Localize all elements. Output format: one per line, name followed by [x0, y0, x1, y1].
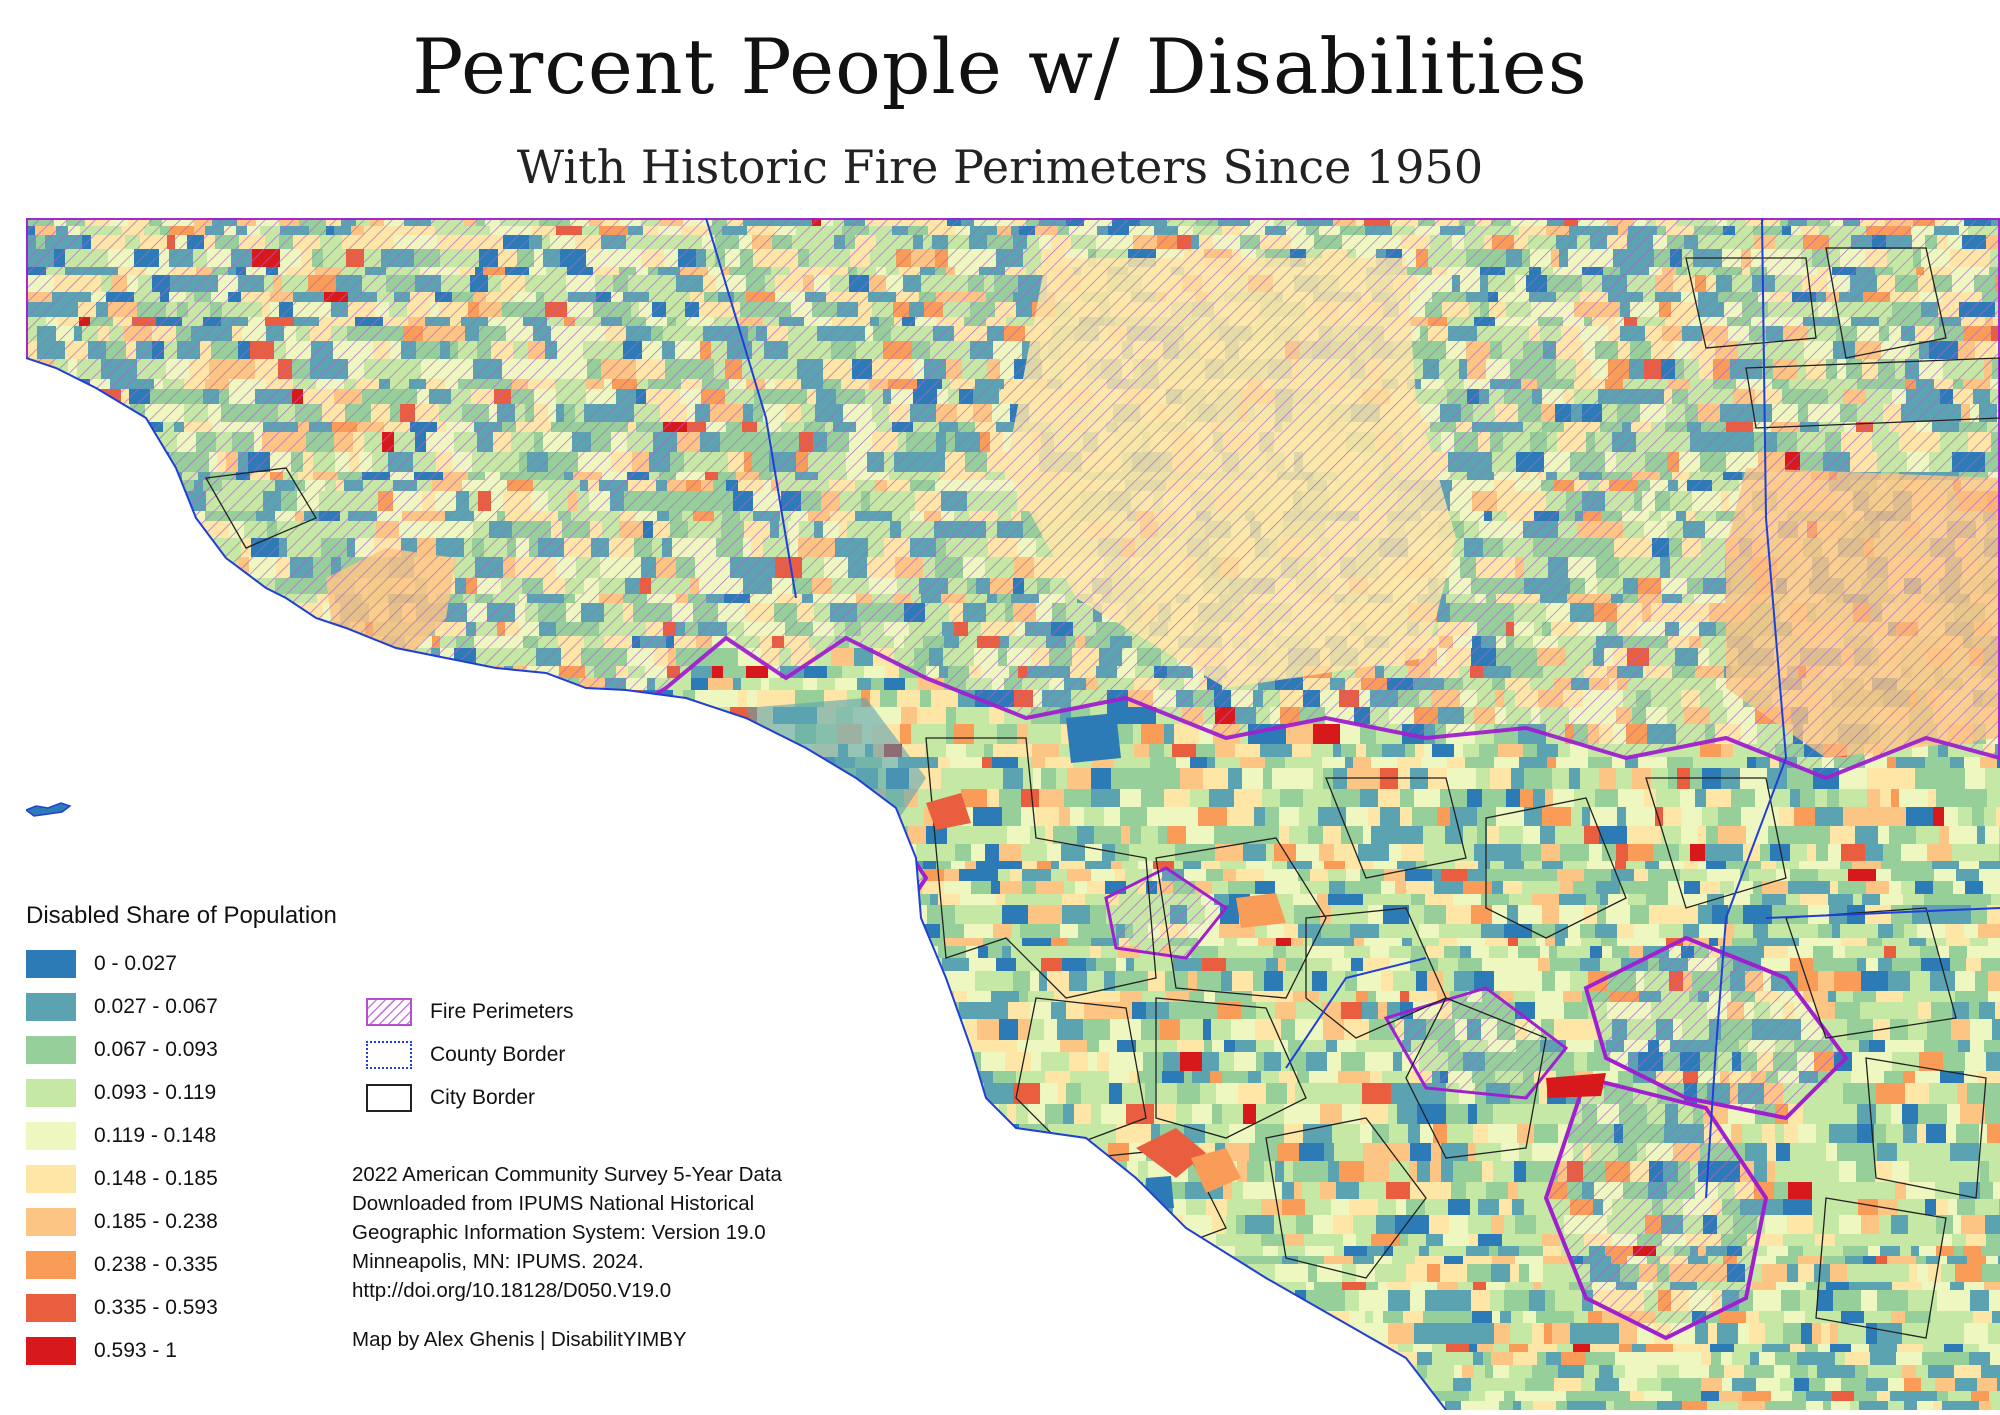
- legend-swatch: [26, 949, 76, 978]
- island: [26, 802, 72, 817]
- legend-row: 0.185 - 0.238: [26, 1200, 218, 1243]
- map-subtitle: With Historic Fire Perimeters Since 1950: [516, 140, 1484, 194]
- legend-swatch: [26, 1293, 76, 1322]
- county-border-label: County Border: [430, 1042, 566, 1066]
- legend-swatch: [26, 1207, 76, 1236]
- city-border-label: City Border: [430, 1085, 536, 1109]
- legend-row: 0.027 - 0.067: [26, 985, 218, 1028]
- legend-swatch: [26, 1078, 76, 1107]
- source-line: Geographic Information System: Version 1…: [352, 1221, 766, 1244]
- legend-label: 0.148 - 0.185: [94, 1166, 218, 1190]
- legend-row: 0.238 - 0.335: [26, 1243, 218, 1286]
- legend-row: 0.593 - 1: [26, 1329, 218, 1372]
- legend-row: 0.119 - 0.148: [26, 1114, 218, 1157]
- legend-label: 0.593 - 1: [94, 1338, 177, 1362]
- source-line: Minneapolis, MN: IPUMS. 2024.: [352, 1250, 644, 1273]
- city-border-swatch: [366, 1083, 412, 1112]
- coastline: [26, 357, 1447, 1410]
- legend-row-city: City Border: [366, 1076, 574, 1119]
- map-title: Percent People w/ Disabilities: [412, 22, 1588, 111]
- county-border-swatch: [366, 1040, 412, 1069]
- legend-label: 0.238 - 0.335: [94, 1252, 218, 1276]
- source-line: http://doi.org/10.18128/D050.V19.0: [352, 1279, 672, 1302]
- legend-label: 0.093 - 0.119: [94, 1080, 217, 1104]
- fire-perimeter-label: Fire Perimeters: [430, 999, 574, 1023]
- legend-label: 0.119 - 0.148: [94, 1123, 217, 1147]
- legend-swatch: [26, 1035, 76, 1064]
- legend-row: 0.335 - 0.593: [26, 1286, 218, 1329]
- legend-swatch: [26, 1336, 76, 1365]
- choropleth-legend: 0 - 0.027 0.027 - 0.067 0.067 - 0.093 0.093…: [26, 942, 218, 1372]
- map-canvas: [26, 218, 2000, 1410]
- legend-label: 0.067 - 0.093: [94, 1037, 218, 1061]
- legend-row: 0 - 0.027: [26, 942, 218, 985]
- legend-row-fire: Fire Perimeters: [366, 990, 574, 1033]
- legend-label: 0.335 - 0.593: [94, 1295, 218, 1319]
- fire-perimeter-swatch: [366, 997, 412, 1026]
- legend-label: 0.027 - 0.067: [94, 994, 218, 1018]
- legend-title: Disabled Share of Population: [26, 902, 337, 929]
- legend-row: 0.067 - 0.093: [26, 1028, 218, 1071]
- legend-swatch: [26, 1121, 76, 1150]
- data-source: 2022 American Community Survey 5-Year Da…: [352, 1160, 782, 1305]
- legend-label: 0 - 0.027: [94, 951, 177, 975]
- legend-row: 0.148 - 0.185: [26, 1157, 218, 1200]
- source-line: Downloaded from IPUMS National Historica…: [352, 1192, 755, 1215]
- legend-row: 0.093 - 0.119: [26, 1071, 218, 1114]
- source-line: 2022 American Community Survey 5-Year Da…: [352, 1163, 782, 1186]
- overlay-legend: Fire Perimeters County Border City Borde…: [366, 990, 574, 1119]
- map-credit: Map by Alex Ghenis | DisabilitYIMBY: [352, 1328, 687, 1351]
- legend-swatch: [26, 992, 76, 1021]
- legend-swatch: [26, 1164, 76, 1193]
- legend-label: 0.185 - 0.238: [94, 1209, 218, 1233]
- county-borders: [705, 218, 2000, 1199]
- legend-row-county: County Border: [366, 1033, 574, 1076]
- legend-swatch: [26, 1250, 76, 1279]
